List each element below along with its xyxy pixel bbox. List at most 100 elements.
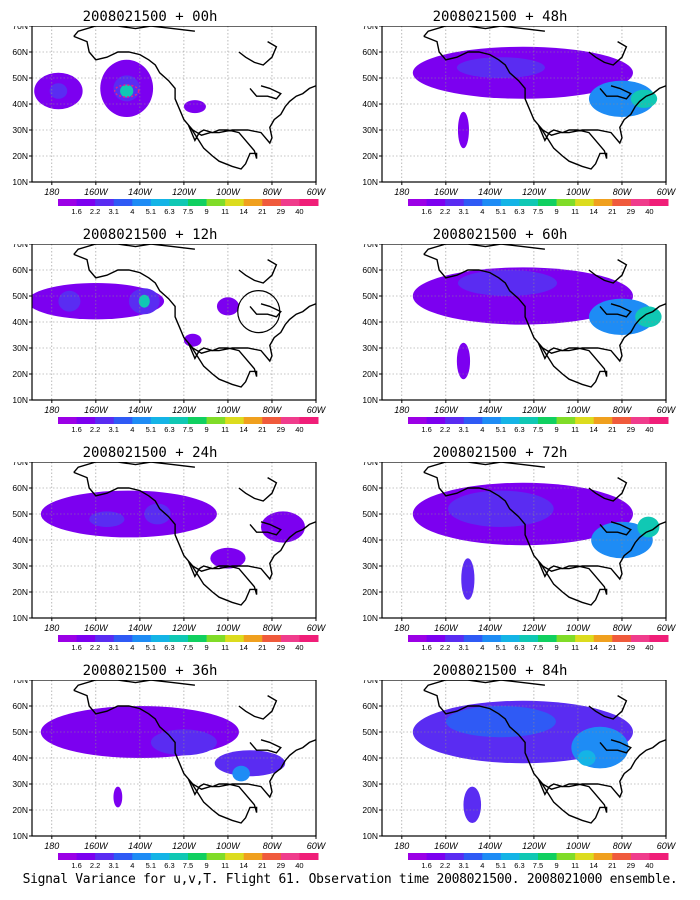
lon-tick-label: 140W	[478, 405, 503, 415]
colorbar-swatch	[593, 635, 613, 642]
map-panel: 2008021500 + 60h 70N 60N 50N 40N 30N 20N 10N 180…	[350, 226, 676, 438]
lon-tick-label: 180	[44, 405, 59, 415]
lat-tick-label: 30N	[12, 561, 28, 571]
colorbar-label: 3.1	[458, 861, 468, 870]
lat-tick-label: 40N	[12, 317, 28, 327]
colorbar-swatch	[500, 199, 520, 206]
map-panel: 2008021500 + 36h 70N 60N 50N 40N 30N 20N 10N 180…	[0, 662, 326, 874]
variance-region	[183, 100, 206, 114]
colorbar-swatch	[113, 635, 133, 642]
lon-tick-label: 60W	[307, 841, 327, 851]
lat-tick-label: 30N	[12, 343, 28, 353]
colorbar-label: 6.3	[164, 207, 174, 216]
colorbar-label: 5.1	[146, 207, 156, 216]
lat-tick-label: 20N	[12, 369, 28, 379]
lon-tick-label: 180	[44, 187, 59, 197]
lon-tick-label: 120W	[172, 623, 197, 633]
lon-tick-label: 160W	[434, 405, 459, 415]
colorbar-swatch	[575, 853, 595, 860]
colorbar-swatch	[188, 417, 208, 424]
colorbar-label: 5.1	[496, 643, 506, 652]
variance-region	[216, 297, 239, 316]
coastline	[423, 689, 666, 824]
lat-tick-label: 10N	[362, 177, 378, 187]
colorbar-swatch	[649, 635, 669, 642]
colorbar-swatch	[169, 635, 189, 642]
lat-tick-label: 40N	[362, 535, 378, 545]
colorbar-label: 21	[608, 861, 616, 870]
lon-tick-label: 100W	[566, 623, 591, 633]
colorbar: 1.6 2.2 3.1 4 5.1 6.3 7.5 9 11 14 21 29 40	[408, 417, 669, 434]
lon-tick-label: 100W	[566, 405, 591, 415]
colorbar-swatch	[408, 417, 428, 424]
coastline	[423, 253, 666, 388]
colorbar-swatch	[500, 635, 520, 642]
lon-tick-label: 100W	[216, 405, 241, 415]
colorbar-label: 40	[295, 861, 303, 870]
lat-tick-label: 20N	[362, 587, 378, 597]
colorbar-label: 6.3	[164, 861, 174, 870]
lon-tick-label: 140W	[478, 187, 503, 197]
colorbar-swatch	[262, 417, 282, 424]
lon-tick-label: 160W	[434, 187, 459, 197]
colorbar-label: 3.1	[108, 425, 118, 434]
lat-tick-label: 30N	[12, 125, 28, 135]
colorbar-swatch	[169, 853, 189, 860]
lat-tick-label: 70N	[12, 462, 28, 467]
colorbar-label: 6.3	[514, 425, 524, 434]
lon-tick-label: 120W	[522, 405, 547, 415]
colorbar-label: 1.6	[71, 643, 81, 652]
colorbar-label: 4	[480, 861, 484, 870]
variance-region	[635, 306, 662, 328]
colorbar-swatch	[482, 635, 502, 642]
lon-tick-label: 100W	[566, 841, 591, 851]
colorbar-label: 11	[221, 207, 229, 216]
colorbar-swatch	[243, 417, 263, 424]
coastline	[599, 303, 632, 318]
lat-tick-label: 60N	[362, 265, 378, 275]
coastline	[599, 739, 632, 754]
lon-tick-label: 60W	[307, 405, 327, 415]
colorbar-label: 40	[295, 643, 303, 652]
coastline	[238, 476, 278, 502]
colorbar-swatch	[556, 853, 576, 860]
coastline	[423, 471, 666, 606]
colorbar-label: 1.6	[421, 425, 431, 434]
colorbar-label: 29	[627, 643, 635, 652]
colorbar-label: 21	[258, 643, 266, 652]
variance-map: 70N 60N 50N 40N 30N 20N 10N 180 160W 140W 120W 100W…	[12, 26, 327, 216]
variance-region	[588, 298, 655, 335]
colorbar-swatch	[169, 417, 189, 424]
lon-tick-label: 120W	[522, 841, 547, 851]
lat-tick-label: 40N	[12, 535, 28, 545]
lat-tick-label: 30N	[362, 125, 378, 135]
colorbar-label: 7.5	[533, 425, 543, 434]
colorbar-label: 3.1	[108, 207, 118, 216]
lon-tick-label: 160W	[84, 623, 109, 633]
colorbar-swatch	[556, 417, 576, 424]
lon-tick-label: 160W	[434, 623, 459, 633]
colorbar-swatch	[58, 635, 78, 642]
colorbar-label: 9	[554, 207, 558, 216]
colorbar-swatch	[299, 199, 319, 206]
colorbar: 1.6 2.2 3.1 4 5.1 6.3 7.5 9 11 14 21 29 40	[408, 199, 669, 216]
variance-region	[577, 750, 596, 766]
variance-map: 70N 60N 50N 40N 30N 20N 10N 180 160W 140W 120W 100W…	[362, 244, 677, 434]
lat-tick-label: 40N	[362, 99, 378, 109]
panel-title: 2008021500 + 48h	[432, 9, 568, 25]
variance-region	[457, 270, 558, 296]
colorbar-swatch	[445, 199, 465, 206]
lon-tick-label: 160W	[434, 841, 459, 851]
coastline	[73, 471, 316, 606]
variance-region	[150, 729, 217, 756]
lat-tick-label: 20N	[362, 805, 378, 815]
colorbar-label: 5.1	[496, 861, 506, 870]
lat-tick-label: 40N	[12, 753, 28, 763]
coastline	[238, 258, 278, 284]
colorbar-swatch	[649, 853, 669, 860]
colorbar-swatch	[150, 635, 170, 642]
lon-tick-label: 140W	[478, 841, 503, 851]
coastline	[249, 303, 282, 318]
coastline	[599, 85, 632, 100]
colorbar-swatch	[612, 199, 632, 206]
